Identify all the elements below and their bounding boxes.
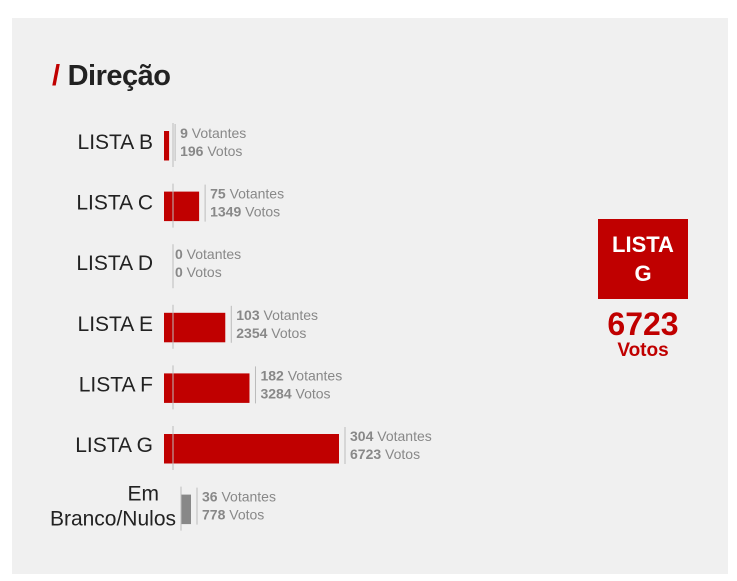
votos-label: 2354 Votos — [236, 325, 306, 341]
bar — [164, 191, 200, 222]
votantes-suffix: Votantes — [260, 307, 318, 323]
votantes-value: 304 — [350, 428, 374, 444]
category-label: Em — [128, 483, 160, 506]
votantes-label: 103 Votantes — [236, 307, 318, 323]
votos-value: 3284 — [260, 385, 291, 401]
category-label: LISTA B — [78, 131, 153, 154]
winner-votes-count: 6723 — [607, 306, 679, 342]
votos-suffix: Votos — [183, 264, 222, 280]
votantes-label: 182 Votantes — [260, 367, 342, 383]
bar — [164, 312, 226, 343]
votantes-suffix: Votantes — [373, 428, 431, 444]
votos-label: 1349 Votos — [210, 204, 280, 220]
bar — [164, 434, 339, 464]
winner-label: LISTA G — [612, 232, 674, 286]
votos-label: 778 Votos — [202, 507, 264, 523]
votos-label: 196 Votos — [180, 143, 242, 159]
category-label: LISTA G — [75, 434, 153, 457]
votantes-label: 0 Votantes — [175, 246, 241, 262]
page-title: / Direção — [52, 60, 171, 93]
category-label: LISTA F — [79, 373, 153, 396]
bar — [164, 373, 250, 403]
category-label: LISTA E — [78, 313, 153, 336]
votos-suffix: Votos — [381, 446, 420, 462]
votantes-suffix: Votantes — [226, 186, 284, 202]
votos-suffix: Votos — [241, 204, 280, 220]
votantes-suffix: Votantes — [188, 125, 246, 141]
votantes-label: 75 Votantes — [210, 186, 284, 202]
votos-value: 778 — [202, 507, 226, 523]
votos-suffix: Votos — [225, 507, 264, 523]
title-slash: / — [52, 60, 60, 92]
votos-label: 6723 Votos — [350, 446, 420, 462]
votantes-value: 36 — [202, 489, 218, 505]
votantes-label: 9 Votantes — [180, 125, 246, 141]
category-label: LISTA D — [76, 252, 153, 275]
votantes-value: 9 — [180, 125, 188, 141]
title-text: Direção — [67, 60, 171, 92]
votantes-suffix: Votantes — [218, 489, 276, 505]
votantes-value: 182 — [260, 367, 284, 383]
category-label: LISTA C — [76, 192, 153, 215]
votos-suffix: Votos — [292, 385, 331, 401]
votantes-label: 36 Votantes — [202, 489, 276, 505]
votos-value: 1349 — [210, 204, 241, 220]
votos-label: 3284 Votos — [260, 385, 330, 401]
winner-badge: LISTA G — [598, 219, 688, 299]
votantes-suffix: Votantes — [284, 367, 342, 383]
bar — [164, 131, 170, 161]
votos-value: 0 — [175, 264, 183, 280]
votos-suffix: Votos — [267, 325, 306, 341]
votos-value: 2354 — [236, 325, 267, 341]
votos-suffix: Votos — [203, 143, 242, 159]
category-label: Branco/Nulos — [50, 508, 176, 531]
votos-value: 6723 — [350, 446, 381, 462]
votantes-label: 304 Votantes — [350, 428, 432, 444]
winner-votes-label: Votos — [617, 340, 669, 361]
votantes-value: 75 — [210, 186, 226, 202]
votantes-value: 0 — [175, 246, 183, 262]
votos-label: 0 Votos — [175, 264, 222, 280]
bar — [181, 494, 191, 525]
votantes-value: 103 — [236, 307, 260, 323]
votos-value: 196 — [180, 143, 204, 159]
votantes-suffix: Votantes — [183, 246, 241, 262]
